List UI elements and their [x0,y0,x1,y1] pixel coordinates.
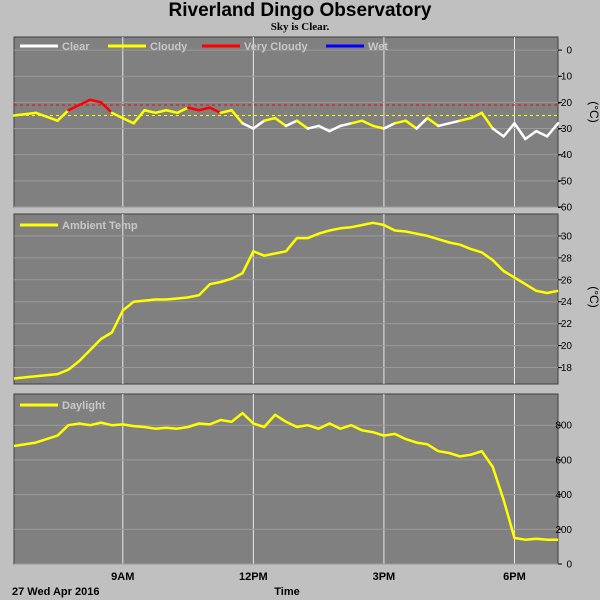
y-tick-label: -20 [558,98,573,109]
cloud-series-segment [34,111,59,122]
cloud-series-segment [165,108,179,115]
cloud-series-segment [371,124,386,130]
legend-label-ambient-temp: Ambient Temp [62,220,138,232]
cloud-series-segment [241,122,255,130]
cloud-series-segment [208,106,222,115]
cloud-series-segment [545,122,560,138]
temp-panel: 18 20 22 24 26 28 30 Ambient Temp (°C) [13,213,600,385]
cloud-series-segment [99,101,114,115]
y-tick-label: 18 [561,363,573,374]
cloud-series-segment [339,122,353,128]
temp-plot-area [13,213,559,385]
cloud-series-segment [480,111,494,130]
cloud-series-segment [230,108,244,125]
cloud-series-segment [143,108,157,115]
cloud-series-segment [447,119,462,125]
cloud-series-segment [273,116,288,128]
y-tick-label: 22 [561,319,573,330]
cloud-series-segment [219,108,233,115]
y-tick-label: 20 [561,341,573,352]
cloud-series-segment [110,111,125,120]
x-tick-label: 6PM [503,571,526,583]
cloud-series-segment [350,119,364,125]
cloud-series-segment [491,127,505,138]
date-label: 27 Wed Apr 2016 [12,586,99,598]
x-tick-label: 3PM [373,571,396,583]
sky-status: Sky is Clear. [270,21,330,33]
y-tick-label: -60 [558,203,573,214]
cloud-series-segment [502,122,516,138]
y-tick-label: 400 [555,490,572,501]
cloud-series-segment [252,119,266,130]
cloud-plot-area [13,36,559,208]
cloud-series-segment [186,106,201,112]
y-tick-label: -10 [558,72,573,83]
cloud-unit-label: (°C) [587,101,600,122]
cloud-series-segment [393,119,407,125]
cloud-series-segment [382,122,397,130]
y-tick-label: 0 [566,560,572,571]
cloud-series-segment [404,119,418,130]
cloud-series-segment [469,111,484,120]
legend-label-clear: Clear [62,41,90,53]
y-tick-label: 30 [561,231,573,242]
cloud-series-segment [197,106,212,112]
cloud-series-segment [295,119,310,130]
cloud-series-segment [534,129,549,138]
x-tick-label: 12PM [239,571,268,583]
cloud-series-segment [458,116,473,122]
cloud-series-segment [262,116,277,122]
legend-label-very-cloudy: Very Cloudy [244,41,308,53]
cloud-series-segment [426,116,440,128]
y-tick-label: 600 [555,455,572,466]
cloud-series-segment [317,124,331,133]
legend-label-cloudy: Cloudy [150,41,188,53]
daylight-plot-area [13,393,559,565]
cloud-series-segment [513,122,527,141]
y-tick-label: 24 [561,297,573,308]
cloud-series-segment [121,116,135,125]
cloud-series-segment [154,108,168,115]
legend-label-wet: Wet [368,41,388,53]
cloud-series-segment [360,119,375,128]
legend-label-daylight: Daylight [62,400,106,412]
cloud-series-segment [132,108,146,125]
cloud-series-segment [56,108,70,122]
x-axis-label: Time [274,586,299,598]
y-tick-label: 800 [555,421,572,432]
x-tick-label: 9AM [111,571,134,583]
y-tick-label: -40 [558,150,573,161]
y-tick-label: 0 [566,46,572,57]
cloud-series-segment [415,116,429,130]
daylight-panel: 0 200 400 600 800 Daylight [13,393,572,571]
cloud-series-segment [284,119,299,128]
cloud-series-segment [437,122,451,128]
cloud-panel: 0 -10 -20 -30 -40 -50 -60 Clear Cloudy Very Cl… [12,36,600,214]
y-tick-label: 200 [555,525,572,536]
temp-panel-series-line [13,221,559,380]
y-tick-label: 28 [561,253,573,264]
cloud-series-segment [88,98,103,104]
cloud-series-segment [306,124,320,130]
cloud-series-segment [175,106,190,115]
temp-unit-label: (°C) [587,286,600,307]
cloud-series-segment [524,129,538,141]
y-tick-label: -30 [558,124,573,135]
cloud-series-segment [328,124,342,133]
cloud-series-segment [12,111,38,117]
y-tick-label: -50 [558,176,573,187]
chart-title: Riverland Dingo Observatory [168,0,432,21]
y-tick-label: 26 [561,275,573,286]
daylight-panel-series-line [13,411,558,541]
cloud-series-segment [67,103,81,112]
cloud-legend: Clear Cloudy Very Cloudy Wet [20,41,388,53]
cloud-series-segment [78,98,92,107]
